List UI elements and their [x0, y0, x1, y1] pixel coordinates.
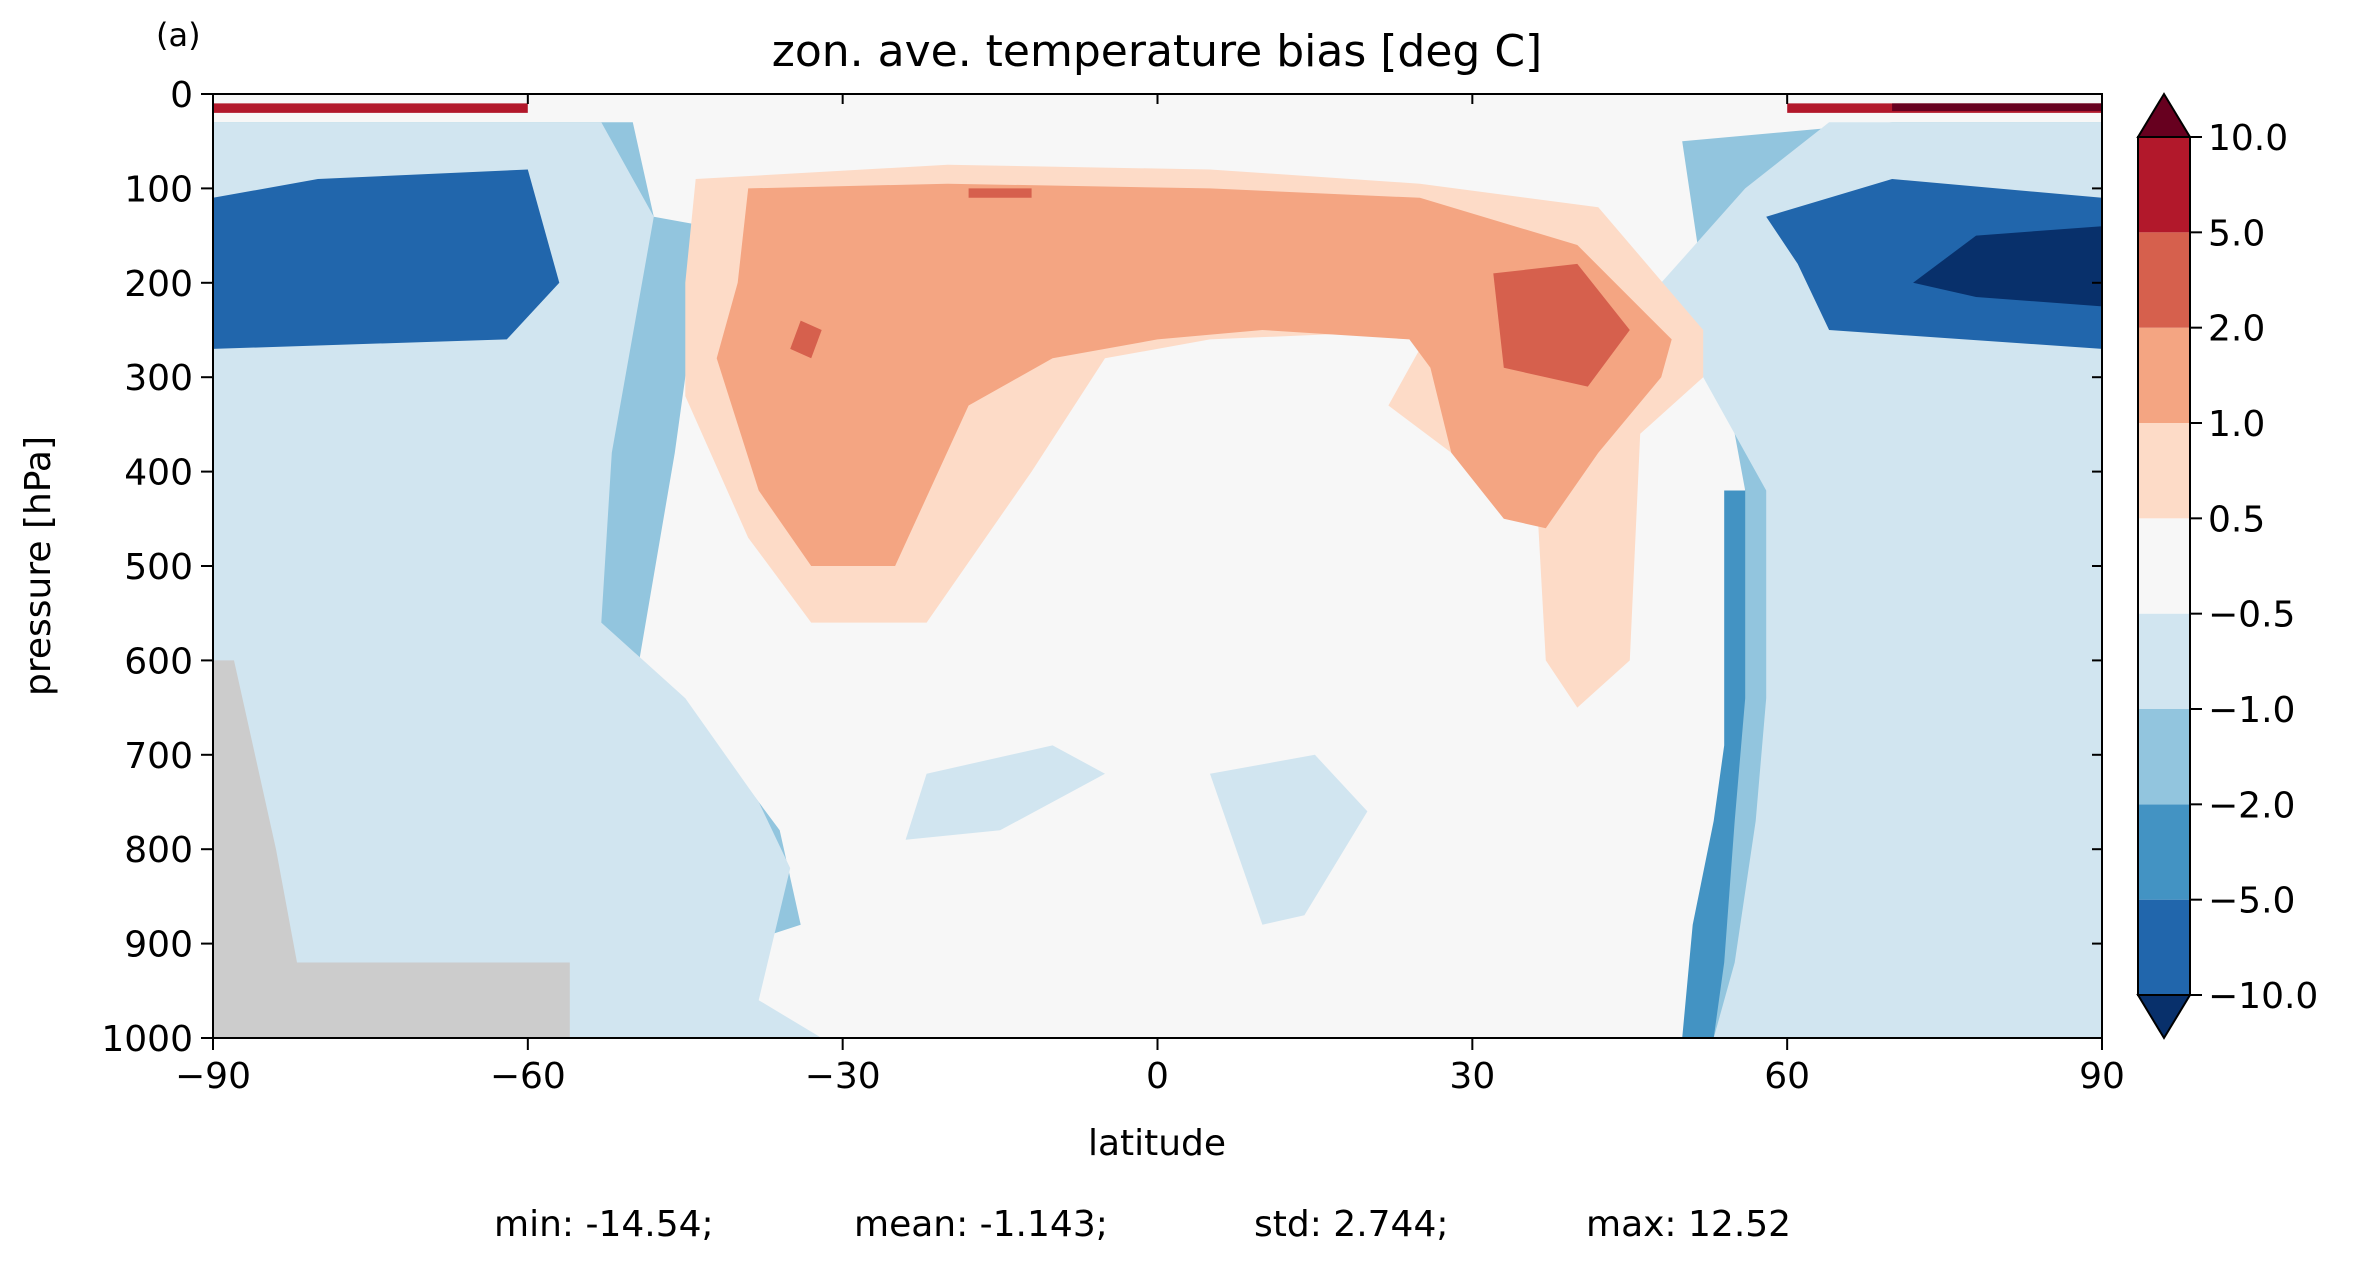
colorbar-tick-label-3: −1.0 — [2208, 690, 2295, 731]
contour-band-6-region-0 — [716, 183, 1672, 566]
y-tick-label-9: 900 — [124, 925, 193, 966]
plot-area — [213, 94, 2102, 1038]
stat-max: max: 12.52 — [1586, 1204, 1791, 1245]
x-axis: −90 −60 −30 0 30 60 90 — [175, 94, 2125, 1097]
colorbar-tick-label-9: 10.0 — [2208, 118, 2288, 159]
contour-band-2-region-1 — [1661, 122, 2102, 1038]
contour-band-2-region-0 — [213, 122, 822, 1038]
stat-min: min: -14.54; — [494, 1204, 714, 1245]
y-axis-label: pressure [hPa] — [18, 436, 59, 696]
y-tick-label-4: 400 — [124, 453, 193, 494]
colorbar-segment-7 — [2138, 232, 2190, 328]
contour-band-8-region-0 — [213, 103, 528, 113]
colorbar-segment-3 — [2138, 613, 2190, 709]
contour-band-4-region-0 — [1913, 226, 2102, 307]
x-tick-label-4: 30 — [1449, 1056, 1495, 1097]
colorbar-tick-label-7: 2.0 — [2208, 309, 2265, 350]
x-tick-label-1: −60 — [490, 1056, 566, 1097]
y-tick-label-6: 600 — [124, 641, 193, 682]
x-tick-label-2: −30 — [805, 1056, 881, 1097]
colorbar-frame — [2137, 136, 2191, 996]
colorbar-tick-label-2: −2.0 — [2208, 785, 2295, 826]
colorbar-tick-label-5: 0.5 — [2208, 499, 2265, 540]
colorbar-tick-label-1: −5.0 — [2208, 881, 2295, 922]
colorbar-tick-label-6: 1.0 — [2208, 404, 2265, 445]
chart-title: zon. ave. temperature bias [deg C] — [772, 26, 1542, 77]
panel-label: (a) — [156, 16, 201, 54]
contour-band-7-region-1 — [790, 320, 822, 359]
contour-bands — [213, 103, 2102, 1038]
colorbar: −10.0 −5.0 −2.0 −1.0 −0.5 0.5 1.0 2.0 5.0 10.0 — [2136, 92, 2318, 1040]
x-tick-label-0: −90 — [175, 1056, 251, 1097]
stat-std: std: 2.744; — [1254, 1204, 1448, 1245]
y-tick-label-1: 100 — [124, 169, 193, 210]
contour-band-7-region-0 — [1493, 263, 1630, 387]
contour-band-2-region-3 — [1210, 754, 1368, 925]
colorbar-extend-min — [2136, 994, 2192, 1040]
y-tick-label-0: 0 — [170, 75, 193, 116]
y-tick-label-3: 300 — [124, 358, 193, 399]
stat-mean: mean: -1.143; — [854, 1204, 1108, 1245]
y-tick-label-10: 1000 — [101, 1019, 193, 1060]
colorbar-segment-4 — [2138, 518, 2190, 614]
colorbar-segment-8 — [2138, 137, 2190, 233]
missing-data-regions — [213, 660, 570, 1038]
colorbar-tick-label-4: −0.5 — [2208, 595, 2295, 636]
y-tick-label-8: 800 — [124, 830, 193, 871]
colorbar-extend-max — [2136, 92, 2192, 138]
colorbar-tick-label-8: 5.0 — [2208, 213, 2265, 254]
contour-band-2-region-2 — [905, 745, 1105, 840]
colorbar-segment-2 — [2138, 709, 2190, 805]
colorbar-segment-6 — [2138, 327, 2190, 423]
contour-band-7-region-2 — [968, 188, 1032, 198]
x-tick-label-3: 0 — [1146, 1056, 1169, 1097]
contour-band-3-region-0 — [213, 169, 560, 349]
x-axis-label: latitude — [1088, 1123, 1226, 1164]
colorbar-segment-5 — [2138, 423, 2190, 519]
x-tick-label-6: 90 — [2079, 1056, 2125, 1097]
y-tick-label-5: 500 — [124, 547, 193, 588]
summary-statistics: min: -14.54; mean: -1.143; std: 2.744; m… — [494, 1204, 1791, 1245]
contour-band-3-region-1 — [1766, 179, 2102, 349]
x-tick-label-5: 60 — [1764, 1056, 1810, 1097]
y-axis: 0 100 200 300 400 500 600 700 800 900 1000 — [101, 75, 2102, 1060]
missing-region-0 — [213, 660, 570, 1038]
colorbar-segment-0 — [2138, 899, 2190, 995]
y-tick-label-2: 200 — [124, 264, 193, 305]
colorbar-tick-label-0: −10.0 — [2208, 976, 2318, 1017]
contour-band-9-region-0 — [1892, 103, 2102, 111]
y-tick-label-7: 700 — [124, 736, 193, 777]
colorbar-segment-1 — [2138, 804, 2190, 900]
